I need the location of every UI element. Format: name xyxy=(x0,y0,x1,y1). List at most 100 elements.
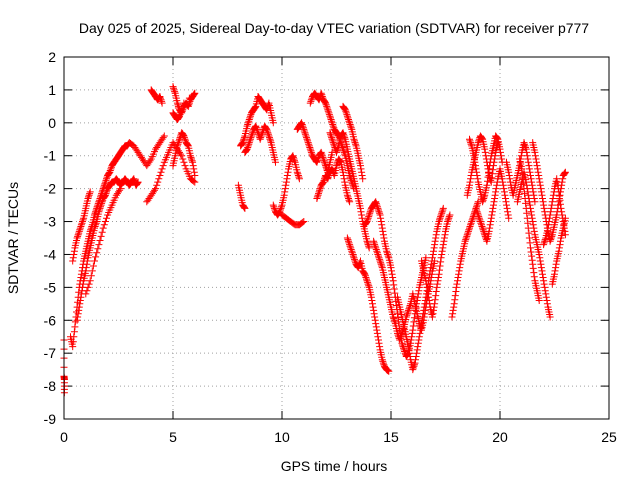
data-point xyxy=(545,218,553,225)
data-point xyxy=(523,209,531,217)
data-point xyxy=(481,231,489,239)
data-point xyxy=(94,245,102,253)
data-point xyxy=(341,106,349,114)
data-point xyxy=(180,99,188,107)
data-point xyxy=(403,311,411,319)
data-point xyxy=(346,242,354,250)
data-point xyxy=(185,94,193,102)
y-tick-label: -3 xyxy=(44,214,57,230)
data-point xyxy=(324,173,332,181)
data-point xyxy=(357,165,365,173)
data-point xyxy=(258,130,266,138)
data-point xyxy=(391,289,399,297)
data-point xyxy=(318,93,326,100)
data-point xyxy=(437,254,445,262)
chart-title: Day 025 of 2025, Sidereal Day-to-day VTE… xyxy=(79,20,589,36)
data-point xyxy=(492,188,500,196)
data-point xyxy=(433,280,441,288)
data-point xyxy=(422,280,430,288)
data-point xyxy=(409,364,417,372)
data-point xyxy=(372,320,380,328)
data-point xyxy=(430,247,437,255)
data-point xyxy=(374,204,382,212)
data-point xyxy=(415,333,423,341)
data-point xyxy=(317,89,325,97)
data-point xyxy=(301,130,309,138)
data-point xyxy=(486,224,494,232)
data-point xyxy=(361,270,369,278)
data-point xyxy=(347,124,355,132)
data-point xyxy=(340,104,348,112)
data-point xyxy=(244,119,252,127)
data-point xyxy=(451,292,459,300)
data-point xyxy=(365,244,373,252)
data-point xyxy=(521,140,528,148)
data-point xyxy=(406,303,413,311)
data-point xyxy=(529,221,537,229)
data-point xyxy=(366,209,374,217)
data-point xyxy=(536,181,544,189)
data-point xyxy=(380,234,388,242)
data-point xyxy=(375,208,383,216)
data-point xyxy=(345,196,353,204)
data-point xyxy=(385,367,393,375)
data-point xyxy=(486,162,494,170)
data-point xyxy=(504,208,512,216)
data-point xyxy=(472,165,480,173)
data-point xyxy=(490,198,498,206)
data-point xyxy=(450,300,458,308)
data-point xyxy=(430,306,437,314)
data-point xyxy=(404,343,412,351)
data-point xyxy=(86,188,94,196)
data-point xyxy=(449,306,457,314)
data-point xyxy=(324,107,332,115)
data-point xyxy=(146,157,154,165)
data-point xyxy=(396,336,404,344)
data-point xyxy=(425,293,433,301)
data-point xyxy=(362,219,370,227)
data-point xyxy=(160,132,168,140)
data-point xyxy=(528,211,536,219)
data-point xyxy=(547,204,555,212)
data-point xyxy=(413,349,421,357)
data-point xyxy=(133,180,141,188)
data-point xyxy=(358,172,366,179)
data-point xyxy=(414,293,422,301)
data-point xyxy=(378,221,386,229)
data-point xyxy=(357,208,365,216)
data-point xyxy=(534,168,542,176)
y-tick-label: -8 xyxy=(44,378,57,394)
data-point xyxy=(317,148,325,156)
data-point xyxy=(410,361,418,369)
data-point xyxy=(243,122,251,130)
data-point xyxy=(375,254,383,262)
data-point xyxy=(348,249,356,257)
data-point xyxy=(371,313,379,321)
data-point xyxy=(85,280,93,288)
data-point xyxy=(518,170,526,178)
data-point xyxy=(240,203,248,211)
data-point xyxy=(377,214,385,222)
data-point xyxy=(378,262,386,270)
data-point xyxy=(375,339,383,347)
data-point xyxy=(291,157,298,165)
data-point xyxy=(88,267,96,275)
data-point xyxy=(500,185,508,193)
data-point xyxy=(484,173,492,181)
data-point xyxy=(77,270,85,278)
data-point xyxy=(86,277,94,285)
data-point xyxy=(539,195,546,202)
data-point xyxy=(418,320,425,328)
data-point xyxy=(383,247,391,255)
data-point xyxy=(98,228,106,236)
data-point xyxy=(493,134,501,142)
data-point xyxy=(522,144,530,151)
data-point xyxy=(535,175,543,183)
data-point xyxy=(540,280,548,288)
data-point xyxy=(431,237,439,245)
data-point xyxy=(364,241,372,249)
data-point xyxy=(77,221,85,229)
data-point xyxy=(374,251,382,258)
data-point xyxy=(176,112,183,120)
data-point xyxy=(363,218,371,225)
